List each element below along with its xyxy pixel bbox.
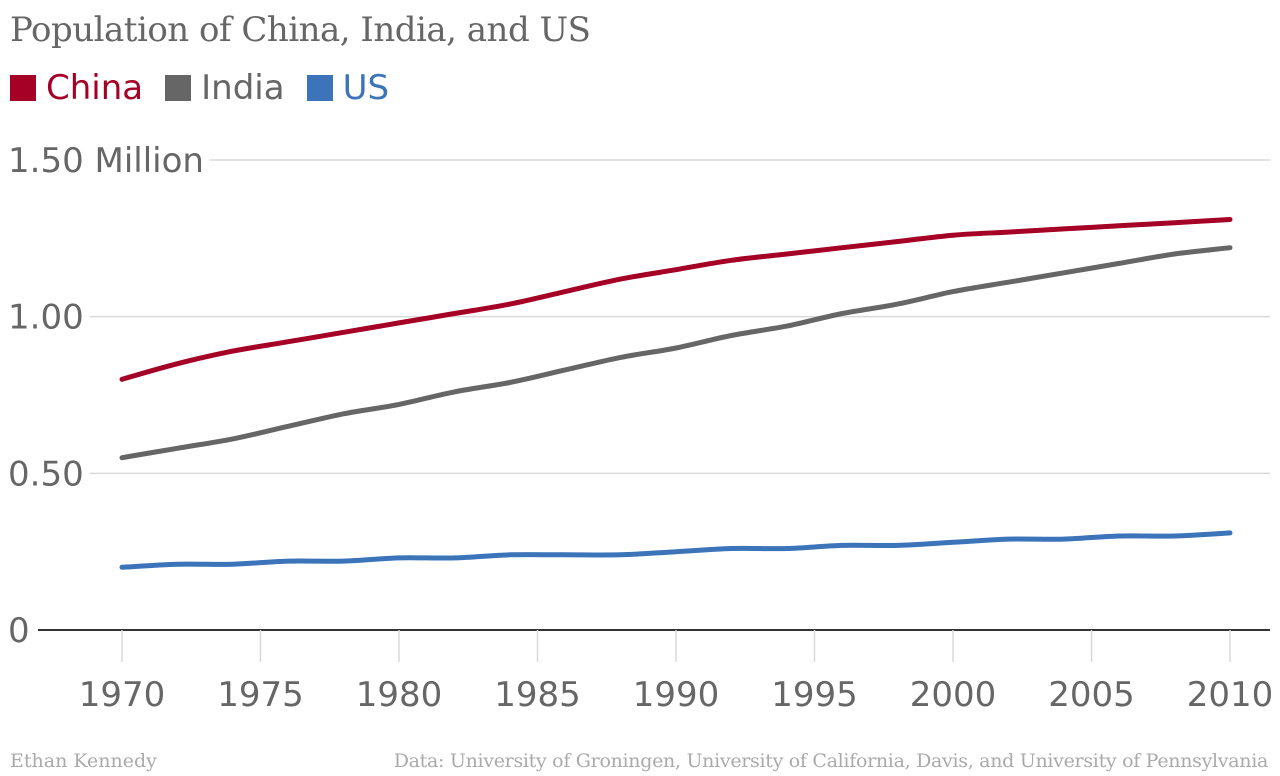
x-tick-label-1: 1975 bbox=[217, 675, 304, 715]
y-tick-label-bg-1 bbox=[6, 297, 90, 338]
y-tick-label-3: 0 bbox=[8, 611, 30, 651]
legend-item-india[interactable]: India bbox=[165, 68, 285, 108]
label-layer: 1.50 Million 1.00 0.50 0 1970 1975 1980 1985 199… bbox=[8, 141, 1273, 715]
x-tick-label-0: 1970 bbox=[79, 675, 166, 715]
chart-title: Population of China, India, and US bbox=[10, 10, 591, 50]
y-tick-label-bg-2 bbox=[6, 454, 90, 495]
footer-source: Data: University of Groningen, Universit… bbox=[393, 750, 1269, 772]
y-tick-label-2: 0.50 bbox=[8, 454, 84, 494]
y-tick-label-1: 1.00 bbox=[8, 298, 84, 338]
legend-item-us[interactable]: US bbox=[306, 68, 390, 108]
x-tick-label-8: 2010 bbox=[1187, 675, 1274, 715]
x-tick-label-5: 1995 bbox=[771, 675, 858, 715]
legend-swatch-us bbox=[306, 75, 333, 101]
y-tick-label-bg-0 bbox=[6, 141, 210, 181]
x-tick-label-6: 2000 bbox=[910, 675, 997, 715]
legend-swatch-china bbox=[10, 75, 36, 101]
footer-author: Ethan Kennedy bbox=[10, 750, 157, 772]
x-tick-label-7: 2005 bbox=[1048, 675, 1135, 715]
legend-label-india: India bbox=[201, 68, 285, 108]
legend-item-china[interactable]: China bbox=[10, 68, 143, 108]
series-line-china bbox=[119, 217, 1233, 382]
x-tick-label-4: 1990 bbox=[633, 675, 720, 715]
x-tick-label-2: 1980 bbox=[356, 675, 443, 715]
series-layer bbox=[119, 217, 1233, 570]
series-line-us bbox=[119, 530, 1233, 570]
legend-label-china: China bbox=[46, 68, 144, 108]
series-line-india bbox=[119, 245, 1233, 461]
x-tick-label-3: 1985 bbox=[494, 675, 581, 715]
y-tick-label-0: 1.50 Million bbox=[8, 141, 204, 181]
axis-layer bbox=[38, 629, 1270, 662]
grid-layer bbox=[6, 141, 1270, 495]
legend-swatch-india bbox=[165, 75, 192, 101]
legend: China India US bbox=[10, 68, 411, 108]
legend-label-us: US bbox=[342, 68, 390, 108]
